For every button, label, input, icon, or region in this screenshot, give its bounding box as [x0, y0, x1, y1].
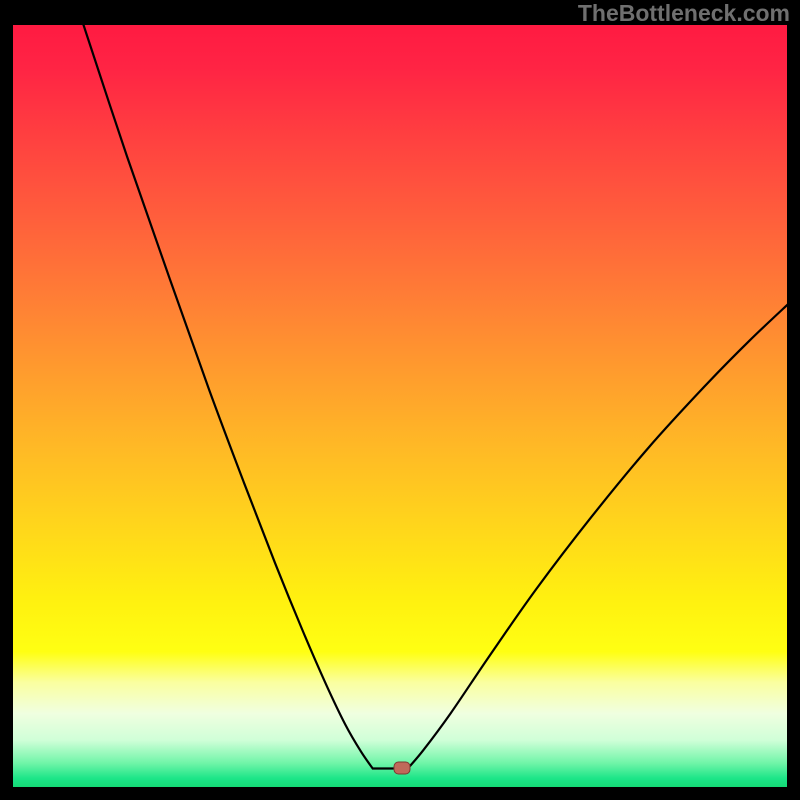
trough-marker [393, 762, 410, 775]
gradient-background [10, 22, 790, 790]
plot-svg [10, 22, 790, 790]
plot-area [10, 22, 790, 790]
watermark-text: TheBottleneck.com [578, 0, 790, 27]
